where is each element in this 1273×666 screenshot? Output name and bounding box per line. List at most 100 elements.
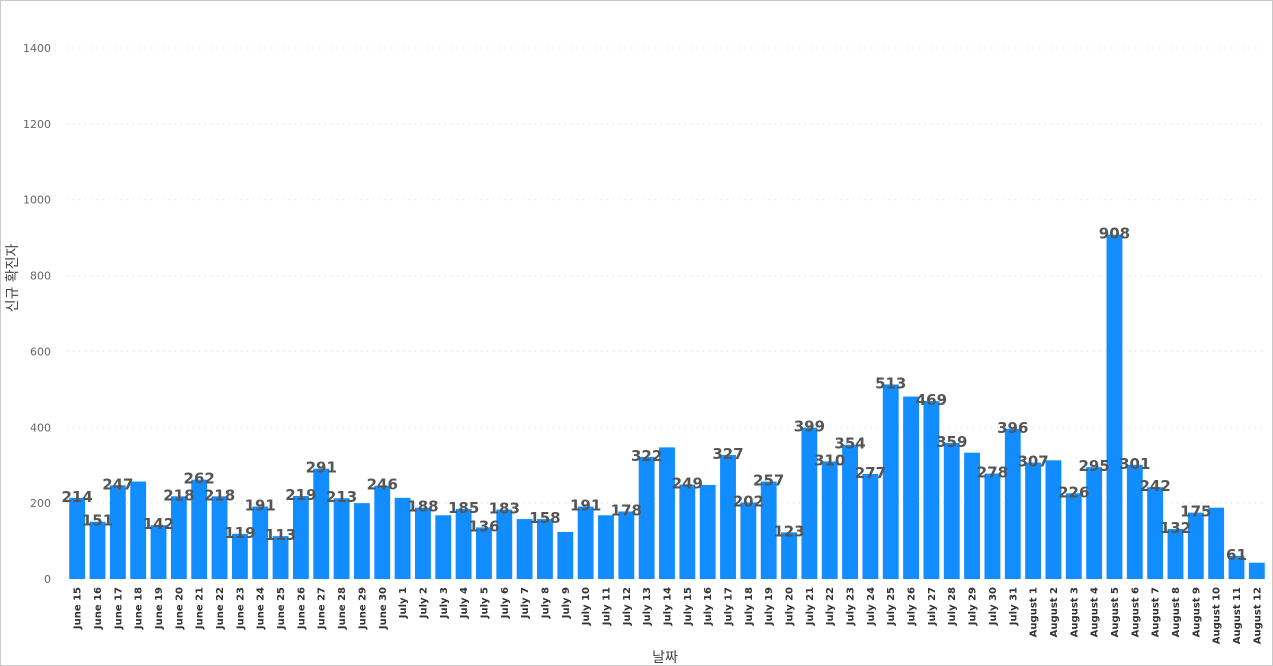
y-tick-label: 400 [30,421,51,434]
bar [1004,428,1021,579]
bar [1065,493,1082,579]
x-tick-label: July 25 [886,587,897,626]
y-tick-label: 800 [30,270,51,283]
x-tick-label: June 21 [195,587,206,630]
data-label: 291 [306,459,337,477]
x-tick-label: August 9 [1191,587,1202,637]
y-axis-title: 신규 확진자 [5,243,21,312]
bar [537,519,553,579]
bar [984,473,1001,579]
x-tick-label: July 21 [805,587,816,626]
data-label: 295 [1078,457,1109,475]
x-tick-label: July 22 [825,587,836,626]
data-label: 226 [1058,483,1089,501]
x-tick-label: July 16 [703,587,714,626]
data-label: 119 [224,524,255,542]
x-tick-label: July 9 [561,587,572,619]
data-label: 136 [468,517,499,535]
x-tick-label: July 18 [744,587,755,626]
bar [211,496,228,579]
data-label: 278 [977,464,1008,482]
data-label: 307 [1017,453,1048,471]
bar [760,481,777,579]
bar [272,536,289,579]
bar [89,521,106,579]
y-tick-label: 0 [44,573,51,586]
bar [1126,464,1143,579]
x-tick-label: June 26 [296,587,307,630]
data-label: 151 [82,512,113,530]
bar [903,396,919,579]
bar [476,527,492,579]
bar [109,485,126,579]
x-tick-label: June 19 [154,587,165,630]
bar [557,531,574,579]
data-label: 396 [997,419,1028,437]
x-tick-label: June 28 [337,587,348,630]
x-tick-label: June 29 [357,587,368,630]
data-label: 178 [611,501,642,519]
bar [231,533,248,579]
data-label: 218 [204,486,235,504]
x-tick-label: July 10 [581,587,592,626]
data-label: 354 [834,435,865,453]
bar [130,481,147,579]
bar [353,503,370,579]
bar [415,507,431,579]
data-label: 185 [448,499,479,517]
bar [1045,460,1062,579]
x-tick-label: August 4 [1090,587,1101,637]
x-tick-label: July 20 [785,587,796,626]
data-label: 908 [1099,225,1130,243]
y-tick-label: 600 [30,345,51,358]
x-tick-label: July 13 [642,587,653,626]
x-tick-label: July 23 [846,587,857,626]
bar [598,515,614,579]
x-tick-label: August 3 [1069,587,1080,637]
x-tick-label: June 30 [378,587,389,630]
data-label: 183 [489,500,520,518]
x-tick-label: June 23 [235,587,246,630]
x-tick-label: July 5 [479,587,490,619]
data-label: 158 [529,509,560,527]
y-tick-label: 200 [30,497,51,510]
bar [516,519,533,579]
x-tick-label: August 7 [1151,587,1162,637]
x-axis-ticks: June 15 June 16 June 17 June 18 June 19 June … [73,587,1264,644]
x-tick-label: June 27 [317,587,328,630]
grid-lines [67,47,1267,504]
bar [1147,487,1164,579]
bar [964,452,981,579]
bar [1106,234,1123,579]
data-label: 219 [285,486,316,504]
data-label: 132 [1160,519,1191,537]
data-label: 213 [326,488,357,506]
x-axis-title: 날짜 [652,650,678,665]
data-label: 214 [62,488,93,506]
bar [821,461,838,579]
bar [842,444,858,579]
bar [394,497,411,579]
x-tick-label: July 8 [540,587,551,619]
data-label: 191 [570,497,601,515]
x-tick-label: July 15 [683,587,694,626]
data-label: 202 [733,492,764,510]
bar [69,497,86,579]
data-label: 327 [712,445,743,463]
bar [333,498,350,579]
x-tick-label: August 1 [1029,587,1040,637]
bar [455,508,472,579]
bar [435,515,452,579]
bar [659,447,675,579]
x-tick-label: June 16 [93,587,104,630]
data-label: 218 [163,486,194,504]
data-label: 469 [916,391,947,409]
x-tick-label: June 18 [134,587,145,630]
x-tick-label: June 24 [256,587,267,630]
x-tick-label: August 11 [1232,587,1243,644]
x-tick-label: June 15 [73,587,84,630]
x-tick-label: July 12 [622,587,633,626]
